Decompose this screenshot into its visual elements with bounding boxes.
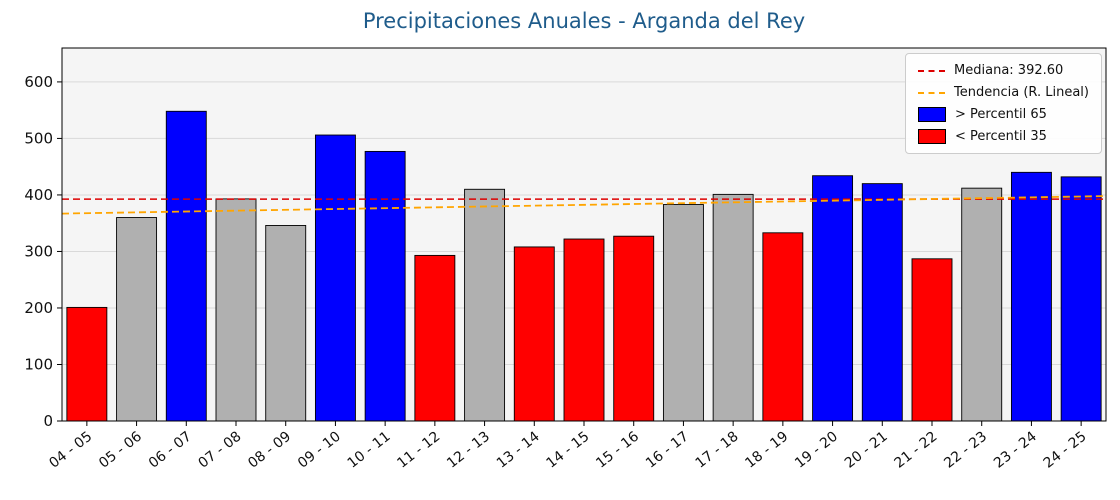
x-tick-label: 12 - 13 — [444, 429, 493, 472]
trend-line — [61, 195, 1107, 215]
x-tick-label: 14 - 15 — [544, 429, 593, 472]
bar — [712, 193, 754, 422]
bar — [961, 187, 1003, 422]
y-tick-label: 200 — [24, 299, 53, 317]
x-tick-label: 22 - 23 — [941, 429, 990, 472]
bar — [1060, 176, 1102, 422]
x-tick-label: 10 - 11 — [345, 429, 394, 472]
x-tick-label: 23 - 24 — [991, 428, 1040, 471]
bar — [66, 306, 108, 422]
x-tick-label: 17 - 18 — [693, 429, 742, 472]
x-tick-label: 19 - 20 — [792, 429, 841, 472]
bar — [762, 232, 804, 422]
legend-p35-label: < Percentil 35 — [955, 129, 1047, 144]
y-tick-label: 500 — [24, 129, 53, 147]
x-tick-label: 20 - 21 — [842, 429, 891, 472]
legend-p65-label: > Percentil 65 — [955, 107, 1047, 122]
bar — [314, 134, 356, 422]
y-tick-label: 300 — [24, 242, 53, 260]
bar — [215, 198, 257, 422]
x-tick-label: 16 - 17 — [643, 429, 692, 472]
x-tick-label: 18 - 19 — [742, 429, 791, 472]
legend-item-median: Mediana: 392.60 — [918, 63, 1089, 78]
bar — [662, 204, 704, 422]
x-tick-label: 06 - 07 — [146, 429, 195, 472]
bar — [265, 225, 307, 422]
bar — [364, 150, 406, 422]
bar — [1010, 171, 1052, 422]
y-tick-label: 100 — [24, 355, 53, 373]
y-tick-label: 0 — [43, 412, 53, 430]
x-tick-label: 04 - 05 — [46, 429, 95, 472]
y-tick-label: 400 — [24, 186, 53, 204]
chart-title: Precipitaciones Anuales - Arganda del Re… — [362, 9, 806, 33]
y-tick-label: 600 — [24, 73, 53, 91]
bar — [911, 258, 953, 422]
x-tick-label: 24 - 25 — [1041, 429, 1090, 472]
bar — [812, 175, 854, 422]
x-tick-label: 08 - 09 — [245, 429, 294, 472]
x-tick-label: 07 - 08 — [196, 429, 245, 472]
p35-swatch — [918, 129, 947, 144]
x-tick-label: 11 - 12 — [394, 429, 443, 472]
x-tick-label: 15 - 16 — [593, 428, 642, 471]
legend-trend-label: Tendencia (R. Lineal) — [954, 85, 1089, 100]
bar — [613, 235, 655, 422]
median-line-swatch — [918, 69, 946, 72]
bar — [513, 246, 555, 422]
bar — [464, 188, 506, 422]
bar — [414, 254, 456, 422]
bar — [861, 183, 903, 422]
p65-swatch — [918, 107, 947, 122]
legend-median-label: Mediana: 392.60 — [954, 63, 1064, 78]
legend: Mediana: 392.60 Tendencia (R. Lineal) > … — [905, 53, 1102, 154]
x-tick-label: 13 - 14 — [494, 428, 543, 471]
bar — [563, 238, 605, 422]
x-tick-label: 05 - 06 — [96, 428, 145, 471]
bar — [116, 217, 158, 422]
legend-item-p35: < Percentil 35 — [918, 129, 1089, 144]
x-tick-label: 21 - 22 — [892, 429, 941, 472]
bar — [165, 110, 207, 422]
legend-item-p65: > Percentil 65 — [918, 107, 1089, 122]
x-tick-label: 09 - 10 — [295, 429, 344, 472]
trend-line-swatch — [918, 91, 946, 94]
legend-item-trend: Tendencia (R. Lineal) — [918, 85, 1089, 100]
